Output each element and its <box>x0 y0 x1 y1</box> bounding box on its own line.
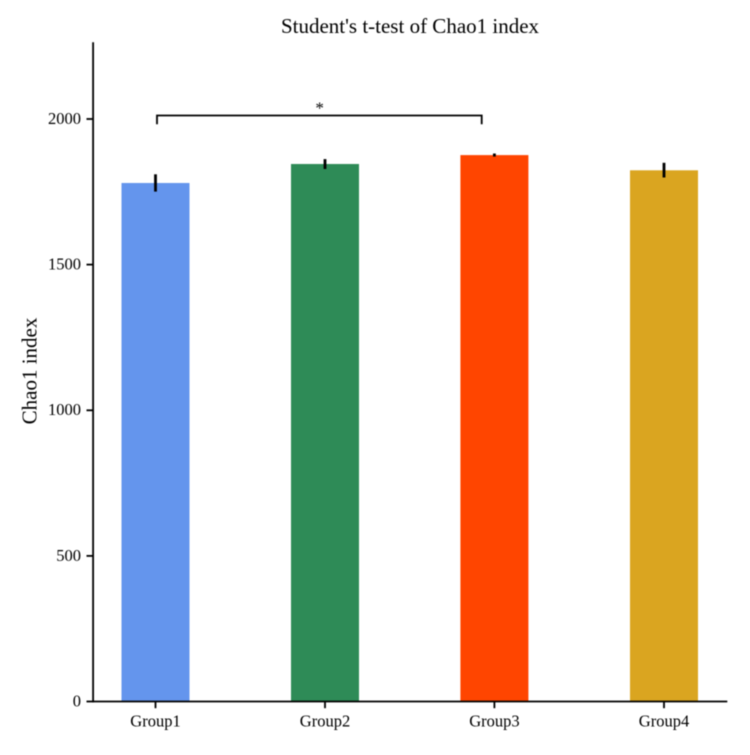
svg-text:1000: 1000 <box>48 400 81 419</box>
svg-text:1500: 1500 <box>48 255 81 274</box>
svg-text:2000: 2000 <box>48 109 81 128</box>
svg-text:*: * <box>315 99 324 118</box>
svg-text:0: 0 <box>73 691 81 710</box>
svg-text:Chao1 index: Chao1 index <box>18 317 42 424</box>
svg-text:Group4: Group4 <box>639 711 689 730</box>
svg-text:Student's t-test of Chao1 inde: Student's t-test of Chao1 index <box>281 14 540 38</box>
svg-text:Group3: Group3 <box>469 711 519 730</box>
svg-text:Group1: Group1 <box>130 711 180 730</box>
svg-text:Group2: Group2 <box>300 711 350 730</box>
svg-text:500: 500 <box>56 546 81 565</box>
